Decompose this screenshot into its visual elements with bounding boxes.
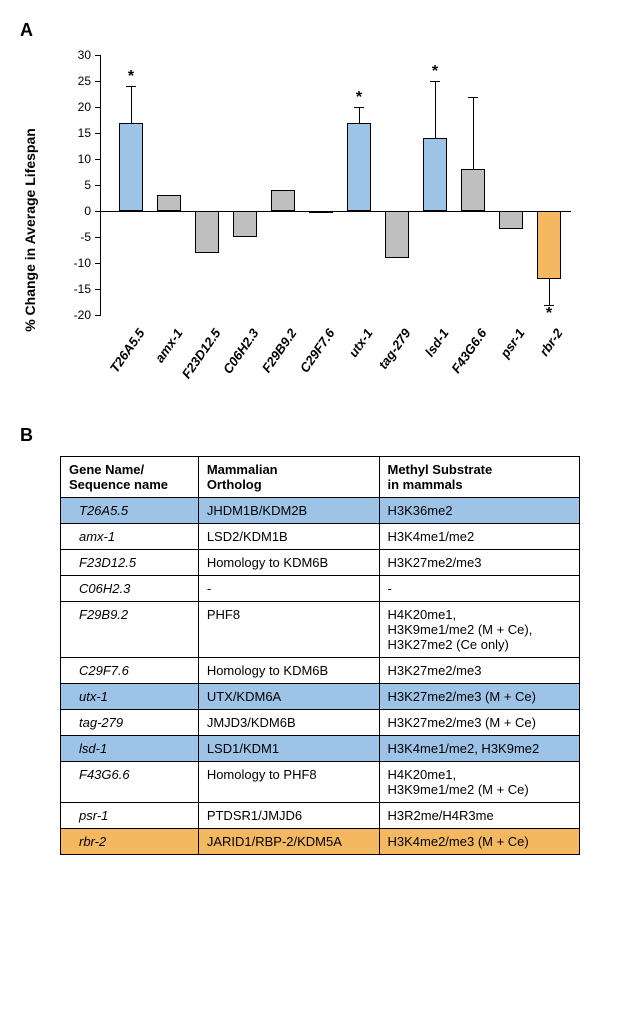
table-row: rbr-2JARID1/RBP-2/KDM5AH3K4me2/me3 (M + … xyxy=(61,829,580,855)
ytick-label: -15 xyxy=(74,282,101,296)
table-row: T26A5.5JHDM1B/KDM2BH3K36me2 xyxy=(61,498,580,524)
bar xyxy=(119,123,143,211)
x-category-label: F43G6.6 xyxy=(448,326,489,376)
bar xyxy=(271,190,295,211)
cell-gene: C29F7.6 xyxy=(61,658,199,684)
table-row: utx-1UTX/KDM6AH3K27me2/me3 (M + Ce) xyxy=(61,684,580,710)
table-body: T26A5.5JHDM1B/KDM2BH3K36me2amx-1LSD2/KDM… xyxy=(61,498,580,855)
ytick-label: 25 xyxy=(78,74,101,88)
cell-gene: tag-279 xyxy=(61,710,199,736)
table-row: lsd-1LSD1/KDM1H3K4me1/me2, H3K9me2 xyxy=(61,736,580,762)
significance-marker: * xyxy=(356,89,362,107)
ytick-label: -20 xyxy=(74,308,101,322)
significance-marker: * xyxy=(546,305,552,323)
cell-substrate: H3K27me2/me3 (M + Ce) xyxy=(379,684,580,710)
table-row: tag-279JMJD3/KDM6BH3K27me2/me3 (M + Ce) xyxy=(61,710,580,736)
significance-marker: * xyxy=(128,68,134,86)
cell-substrate: H3K4me1/me2 xyxy=(379,524,580,550)
cell-substrate: H4K20me1,H3K9me1/me2 (M + Ce),H3K27me2 (… xyxy=(379,602,580,658)
x-category-label: C06H2.3 xyxy=(220,326,262,377)
ytick-label: -5 xyxy=(80,230,101,244)
x-category-label: utx-1 xyxy=(346,326,376,360)
cell-gene: F23D12.5 xyxy=(61,550,199,576)
plot-area: -20-15-10-5051015202530*T26A5.5amx-1F23D… xyxy=(100,55,571,315)
cell-ortholog: PTDSR1/JMJD6 xyxy=(198,803,379,829)
cell-substrate: H3R2me/H4R3me xyxy=(379,803,580,829)
table-row: F43G6.6Homology to PHF8H4K20me1,H3K9me1/… xyxy=(61,762,580,803)
cell-substrate: H3K4me2/me3 (M + Ce) xyxy=(379,829,580,855)
cell-ortholog: Homology to PHF8 xyxy=(198,762,379,803)
cell-substrate: H4K20me1,H3K9me1/me2 (M + Ce) xyxy=(379,762,580,803)
cell-substrate: - xyxy=(379,576,580,602)
cell-ortholog: UTX/KDM6A xyxy=(198,684,379,710)
table-row: C06H2.3-- xyxy=(61,576,580,602)
cell-gene: utx-1 xyxy=(61,684,199,710)
bar xyxy=(233,211,257,237)
x-category-label: T26A5.5 xyxy=(107,326,148,375)
y-axis-label: % Change in Average Lifespan xyxy=(22,128,38,332)
x-category-label: F29B9.2 xyxy=(259,326,300,375)
table-column-header: MammalianOrtholog xyxy=(198,457,379,498)
cell-ortholog: JMJD3/KDM6B xyxy=(198,710,379,736)
cell-gene: T26A5.5 xyxy=(61,498,199,524)
bar xyxy=(347,123,371,211)
table-header-row: Gene Name/Sequence nameMammalianOrtholog… xyxy=(61,457,580,498)
cell-ortholog: JHDM1B/KDM2B xyxy=(198,498,379,524)
x-category-label: lsd-1 xyxy=(422,326,452,359)
table-column-header: Gene Name/Sequence name xyxy=(61,457,199,498)
cell-substrate: H3K27me2/me3 xyxy=(379,658,580,684)
table-row: F29B9.2PHF8H4K20me1,H3K9me1/me2 (M + Ce)… xyxy=(61,602,580,658)
cell-ortholog: JARID1/RBP-2/KDM5A xyxy=(198,829,379,855)
ytick-label: 15 xyxy=(78,126,101,140)
ytick-label: 10 xyxy=(78,152,101,166)
gene-table: Gene Name/Sequence nameMammalianOrtholog… xyxy=(60,456,580,855)
cell-gene: F29B9.2 xyxy=(61,602,199,658)
ytick-label: 0 xyxy=(84,204,101,218)
cell-substrate: H3K27me2/me3 (M + Ce) xyxy=(379,710,580,736)
cell-gene: lsd-1 xyxy=(61,736,199,762)
x-category-label: psr-1 xyxy=(497,326,528,361)
table-row: psr-1PTDSR1/JMJD6H3R2me/H4R3me xyxy=(61,803,580,829)
bar xyxy=(385,211,409,258)
ytick-label: 30 xyxy=(78,48,101,62)
x-category-label: tag-279 xyxy=(375,326,413,372)
ytick-label: 20 xyxy=(78,100,101,114)
cell-gene: F43G6.6 xyxy=(61,762,199,803)
bar xyxy=(423,138,447,211)
cell-ortholog: Homology to KDM6B xyxy=(198,658,379,684)
cell-gene: amx-1 xyxy=(61,524,199,550)
cell-ortholog: LSD1/KDM1 xyxy=(198,736,379,762)
cell-ortholog: LSD2/KDM1B xyxy=(198,524,379,550)
bar xyxy=(309,211,333,213)
panel-b-label: B xyxy=(20,425,614,446)
cell-substrate: H3K4me1/me2, H3K9me2 xyxy=(379,736,580,762)
ytick-label: 5 xyxy=(84,178,101,192)
table-row: amx-1LSD2/KDM1BH3K4me1/me2 xyxy=(61,524,580,550)
lifespan-bar-chart: % Change in Average Lifespan -20-15-10-5… xyxy=(40,45,600,415)
cell-ortholog: Homology to KDM6B xyxy=(198,550,379,576)
x-category-label: C29F7.6 xyxy=(297,326,338,375)
panel-a-label: A xyxy=(20,20,614,41)
cell-substrate: H3K36me2 xyxy=(379,498,580,524)
bar xyxy=(461,169,485,211)
table-row: F23D12.5Homology to KDM6BH3K27me2/me3 xyxy=(61,550,580,576)
x-category-label: rbr-2 xyxy=(536,326,565,359)
bar xyxy=(537,211,561,279)
bar xyxy=(499,211,523,229)
cell-gene: C06H2.3 xyxy=(61,576,199,602)
cell-gene: rbr-2 xyxy=(61,829,199,855)
bar xyxy=(195,211,219,253)
bar xyxy=(157,195,181,211)
significance-marker: * xyxy=(432,63,438,81)
cell-ortholog: PHF8 xyxy=(198,602,379,658)
cell-gene: psr-1 xyxy=(61,803,199,829)
cell-substrate: H3K27me2/me3 xyxy=(379,550,580,576)
cell-ortholog: - xyxy=(198,576,379,602)
ytick-label: -10 xyxy=(74,256,101,270)
x-category-label: amx-1 xyxy=(152,326,186,365)
table-row: C29F7.6Homology to KDM6BH3K27me2/me3 xyxy=(61,658,580,684)
table-column-header: Methyl Substratein mammals xyxy=(379,457,580,498)
